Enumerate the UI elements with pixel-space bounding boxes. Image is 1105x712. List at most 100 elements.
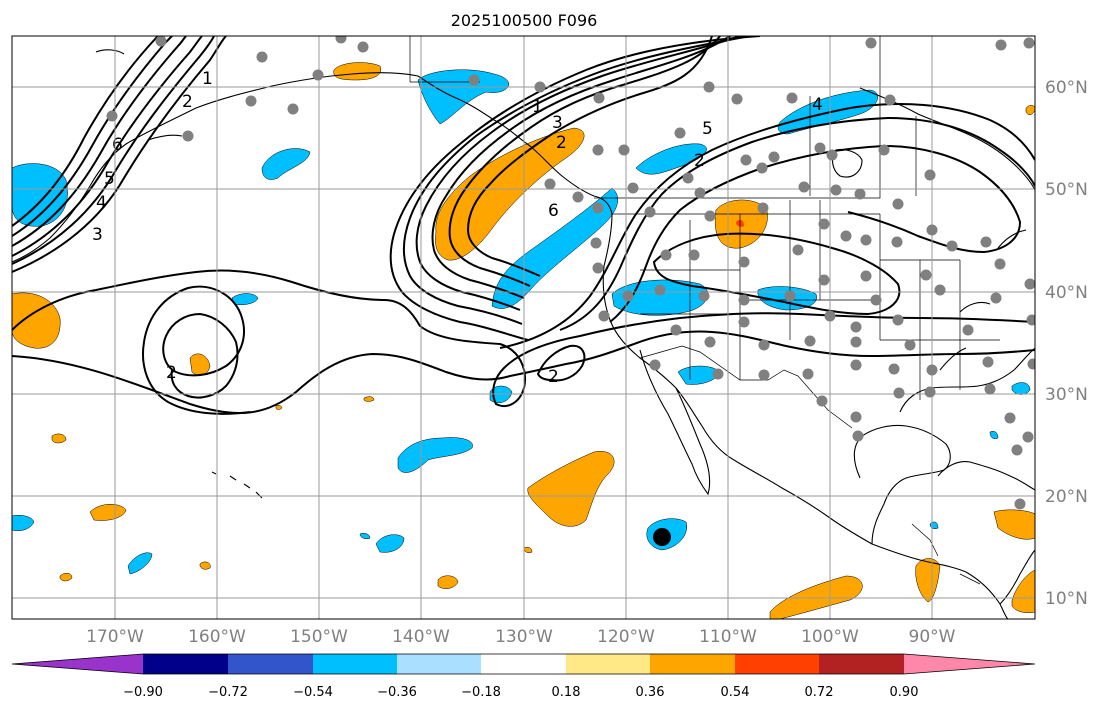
lat-label: 20°N <box>1045 487 1088 507</box>
station-marker <box>818 218 830 230</box>
station-marker <box>865 37 877 49</box>
station-marker <box>962 324 974 336</box>
station-marker <box>995 39 1007 51</box>
target-location-marker <box>653 528 671 546</box>
lon-label: 150°W <box>290 627 348 647</box>
station-marker <box>884 94 896 106</box>
station-marker <box>312 69 324 81</box>
station-marker <box>712 368 724 380</box>
lat-label: 40°N <box>1045 283 1088 303</box>
station-marker <box>946 240 958 252</box>
station-marker <box>592 144 604 156</box>
station-marker <box>590 237 602 249</box>
station-marker <box>592 202 604 214</box>
contour-label: 2 <box>694 151 705 171</box>
station-marker <box>870 294 882 306</box>
station-marker <box>854 188 866 200</box>
colorbar-outline <box>11 653 1036 675</box>
station-marker <box>756 162 768 174</box>
longitude-labels: 170°W 160°W 150°W 140°W 130°W 120°W 110°… <box>86 627 956 647</box>
station-marker <box>878 144 890 156</box>
station-marker <box>622 290 634 302</box>
station-marker <box>660 249 672 261</box>
station-marker <box>982 356 994 368</box>
colorbar-segments <box>11 653 1036 675</box>
station-marker <box>758 369 770 381</box>
lon-label: 100°W <box>801 627 859 647</box>
station-marker <box>826 149 838 161</box>
colorbar-tick-label: −0.90 <box>123 685 163 700</box>
contour-label: 6 <box>112 135 123 155</box>
anomaly-contours <box>12 36 1035 415</box>
station-marker <box>256 51 268 63</box>
station-marker <box>694 187 706 199</box>
colorbar-segment <box>143 654 228 674</box>
latitude-labels: 60°N 50°N 40°N 30°N 20°N 10°N <box>1045 78 1088 609</box>
contour-label: 3 <box>92 225 103 245</box>
colorbar-segment <box>397 654 481 674</box>
station-marker <box>618 144 630 156</box>
station-marker <box>984 383 996 395</box>
station-marker <box>704 210 716 222</box>
contour-label: 1 <box>532 97 543 117</box>
colorbar-tick-label: −0.18 <box>461 685 501 700</box>
colorbar-segment <box>904 654 1035 674</box>
station-marker <box>757 202 769 214</box>
station-marker <box>892 198 904 210</box>
station-marker <box>926 224 938 236</box>
contour-label: 6 <box>548 201 559 221</box>
station-marker <box>893 387 905 399</box>
colorbar-segment <box>481 654 566 674</box>
station-marker <box>924 169 936 181</box>
colorbar-segment <box>566 654 650 674</box>
station-marker <box>840 230 852 242</box>
station-marker <box>888 363 900 375</box>
station-marker <box>674 127 686 139</box>
colorbar: −0.90 −0.72 −0.54 −0.36 −0.18 0.18 0.36 … <box>11 653 1036 700</box>
contour-label: 2 <box>182 92 193 112</box>
colorbar-tick-labels: −0.90 −0.72 −0.54 −0.36 −0.18 0.18 0.36 … <box>123 685 918 700</box>
station-marker <box>682 172 694 184</box>
contour-label: 2 <box>548 367 559 387</box>
station-markers <box>106 36 1035 510</box>
station-marker <box>860 270 872 282</box>
station-marker <box>1023 37 1035 49</box>
station-marker <box>1027 358 1035 370</box>
station-marker <box>704 336 716 348</box>
station-marker <box>850 359 862 371</box>
station-marker <box>245 95 257 107</box>
colorbar-tick-label: 0.18 <box>552 685 581 700</box>
station-marker <box>357 41 369 53</box>
station-marker <box>850 321 862 333</box>
map-panel: 1 2 3 4 5 6 1 2 3 4 5 6 2 2 2 <box>12 36 1035 619</box>
coastlines <box>12 49 1035 619</box>
station-marker <box>850 411 862 423</box>
contour-label: 2 <box>556 133 567 153</box>
station-marker <box>816 395 828 407</box>
station-marker <box>182 130 194 142</box>
contour-label: 3 <box>552 113 563 133</box>
lat-label: 10°N <box>1045 589 1088 609</box>
colorbar-tick-label: 0.36 <box>636 685 665 700</box>
colorbar-segment <box>650 654 735 674</box>
station-marker <box>738 294 750 306</box>
station-marker <box>784 290 796 302</box>
station-marker <box>860 234 872 246</box>
station-marker <box>852 430 864 442</box>
station-marker <box>1026 314 1035 326</box>
lon-label: 130°W <box>495 627 553 647</box>
station-marker <box>731 93 743 105</box>
station-marker <box>768 151 780 163</box>
station-marker <box>544 178 556 190</box>
station-marker <box>654 284 666 296</box>
station-marker <box>740 154 752 166</box>
station-marker <box>287 103 299 115</box>
station-marker <box>670 324 682 336</box>
colorbar-segment <box>228 654 313 674</box>
station-marker <box>106 110 118 122</box>
station-marker <box>627 182 639 194</box>
lon-label: 110°W <box>699 627 757 647</box>
station-marker <box>1022 431 1034 443</box>
contour-label: 4 <box>96 193 107 213</box>
